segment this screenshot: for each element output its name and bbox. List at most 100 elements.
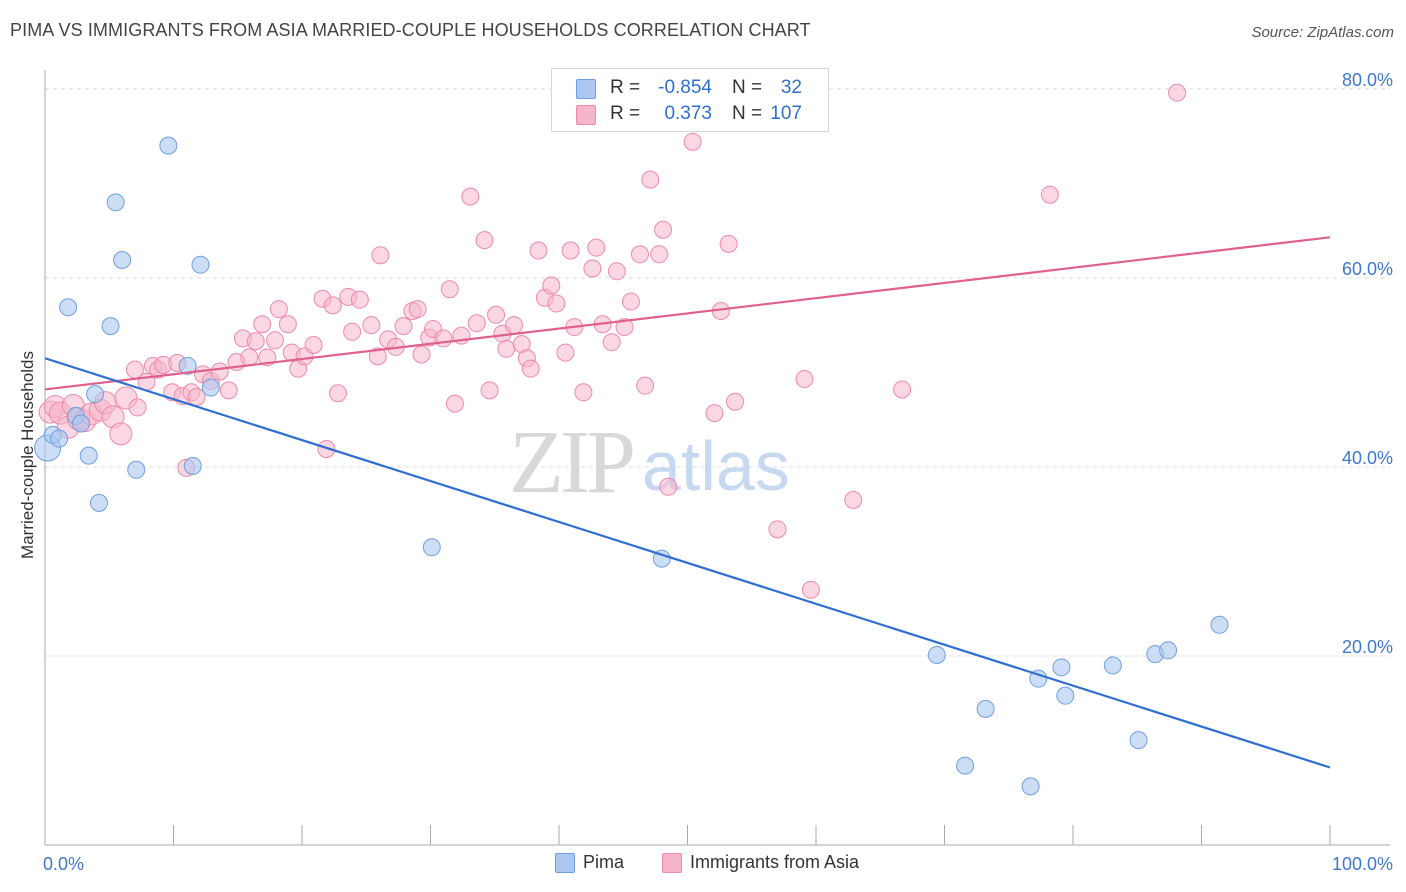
asia-point	[1168, 83, 1187, 102]
asia-point	[219, 381, 238, 400]
asia-point	[412, 345, 431, 364]
chart-title: PIMA VS IMMIGRANTS FROM ASIA MARRIED-COU…	[10, 20, 811, 40]
asia-legend-swatch	[662, 853, 682, 873]
pima-point	[71, 414, 90, 433]
pima-point	[956, 756, 975, 775]
asia-point	[556, 343, 575, 362]
asia-point	[440, 280, 459, 299]
asia-point	[529, 241, 548, 260]
n-label: N =	[732, 77, 763, 98]
correlation-legend: R = -0.854 N = 32 R = 0.373 N = 107	[551, 68, 829, 132]
pima-point	[127, 460, 146, 479]
pima-point	[927, 646, 946, 665]
asia-point	[801, 580, 820, 599]
trend-lines	[44, 236, 1331, 769]
asia-point	[505, 316, 524, 335]
asia-point	[480, 381, 499, 400]
asia-point	[278, 315, 297, 334]
y-tick-label: 60.0%	[1342, 259, 1393, 279]
asia-point	[408, 300, 427, 319]
asia-point	[583, 259, 602, 278]
asia-point	[304, 336, 323, 355]
asia-point	[210, 362, 229, 381]
gridlines	[45, 88, 1390, 657]
pima-point	[79, 446, 98, 465]
asia-point	[650, 245, 669, 264]
series-pima-points	[34, 136, 1229, 796]
asia-point	[615, 318, 634, 337]
asia-point	[467, 314, 486, 333]
asia-point	[368, 347, 387, 366]
pima-point	[59, 298, 78, 317]
asia-point	[561, 241, 580, 260]
asia-point	[269, 300, 288, 319]
legend-row-pima: R = -0.854 N = 32	[552, 75, 828, 101]
pima-point	[178, 356, 197, 375]
asia-point	[641, 170, 660, 189]
asia-point	[654, 220, 673, 239]
watermark-zip: ZIP	[509, 413, 633, 512]
asia-point	[1040, 185, 1059, 204]
pima-point	[1029, 669, 1048, 688]
pima-trend-line	[44, 357, 1331, 769]
r-value: 0.373	[664, 103, 712, 124]
pima-point	[1052, 658, 1071, 677]
asia-legend-label: Immigrants from Asia	[690, 852, 860, 872]
n-value: 32	[780, 77, 802, 98]
asia-point	[768, 520, 787, 539]
asia-point	[497, 339, 516, 358]
asia-point	[434, 329, 453, 348]
asia-point	[343, 322, 362, 341]
series-asia-points	[38, 83, 1187, 599]
r-value: -0.854	[658, 77, 712, 98]
pima-point	[106, 193, 125, 212]
y-tick-label: 20.0%	[1342, 637, 1393, 657]
y-tick-label: 80.0%	[1342, 70, 1393, 90]
x-tick-label: 0.0%	[43, 854, 84, 874]
asia-point	[328, 384, 347, 403]
n-value: 107	[770, 103, 802, 124]
pima-point	[89, 493, 108, 512]
asia-point	[445, 394, 464, 413]
asia-point	[893, 380, 912, 399]
pima-point	[159, 136, 178, 155]
asia-trend-line	[44, 236, 1331, 391]
asia-point	[621, 292, 640, 311]
asia-point	[266, 331, 285, 350]
y-tick-label: 40.0%	[1342, 448, 1393, 468]
asia-point	[587, 238, 606, 257]
pima-point	[113, 250, 132, 269]
asia-point	[602, 333, 621, 352]
pima-point	[976, 699, 995, 718]
asia-point	[128, 398, 147, 417]
asia-point	[683, 132, 702, 151]
asia-point	[362, 316, 381, 335]
asia-point	[659, 477, 678, 496]
asia-point	[795, 370, 814, 389]
r-label: R =	[610, 77, 641, 98]
asia-point	[574, 383, 593, 402]
asia-point	[547, 294, 566, 313]
asia-point	[240, 348, 259, 367]
pima-swatch	[576, 79, 596, 99]
pima-legend-swatch	[555, 853, 575, 873]
pima-point	[201, 378, 220, 397]
pima-point	[1103, 656, 1122, 675]
asia-point	[246, 332, 265, 351]
pima-legend-label: Pima	[583, 852, 625, 872]
pima-point	[50, 429, 69, 448]
legend-row-asia: R = 0.373 N = 107	[552, 101, 828, 127]
asia-point	[726, 392, 745, 411]
asia-swatch	[576, 105, 596, 125]
asia-point	[636, 376, 655, 395]
asia-point	[350, 290, 369, 309]
pima-point	[191, 255, 210, 274]
asia-point	[109, 422, 133, 446]
asia-point	[607, 262, 626, 281]
pima-point	[422, 538, 441, 557]
y-axis-label: Married-couple Households	[18, 351, 37, 559]
pima-point	[101, 317, 120, 336]
asia-point	[253, 315, 272, 334]
pima-point	[86, 385, 105, 404]
